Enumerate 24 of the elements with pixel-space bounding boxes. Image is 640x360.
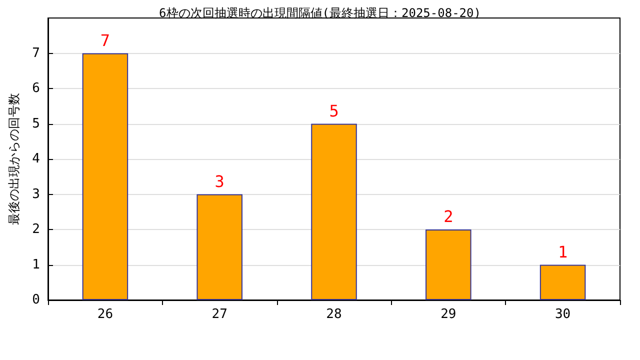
- y-axis-title: 最後の出現からの回号数: [7, 93, 21, 225]
- x-tick-label: 27: [212, 307, 228, 322]
- x-tick-label: 30: [554, 307, 571, 322]
- bar: [82, 53, 128, 300]
- data-label: 1: [558, 242, 568, 262]
- x-tick-label: 28: [326, 307, 342, 322]
- x-tick-label: 29: [440, 307, 456, 322]
- bar: [311, 124, 357, 300]
- x-tick-label: 26: [97, 307, 114, 322]
- y-tick-label: 7: [32, 46, 40, 61]
- y-tick-label: 4: [32, 152, 40, 166]
- y-tick-label: 2: [32, 222, 40, 237]
- data-label: 3: [214, 172, 224, 191]
- y-tick-label: 0: [32, 292, 40, 308]
- bar: [540, 264, 586, 300]
- y-tick-label: 6: [32, 81, 40, 96]
- y-tick-label: 5: [32, 116, 40, 132]
- bar: [426, 230, 472, 300]
- bar: [196, 194, 242, 300]
- y-tick-label: 3: [32, 186, 40, 202]
- y-tick-label: 1: [32, 257, 40, 272]
- data-label: 7: [100, 30, 110, 50]
- data-label: 5: [329, 101, 339, 120]
- data-label: 2: [444, 207, 454, 226]
